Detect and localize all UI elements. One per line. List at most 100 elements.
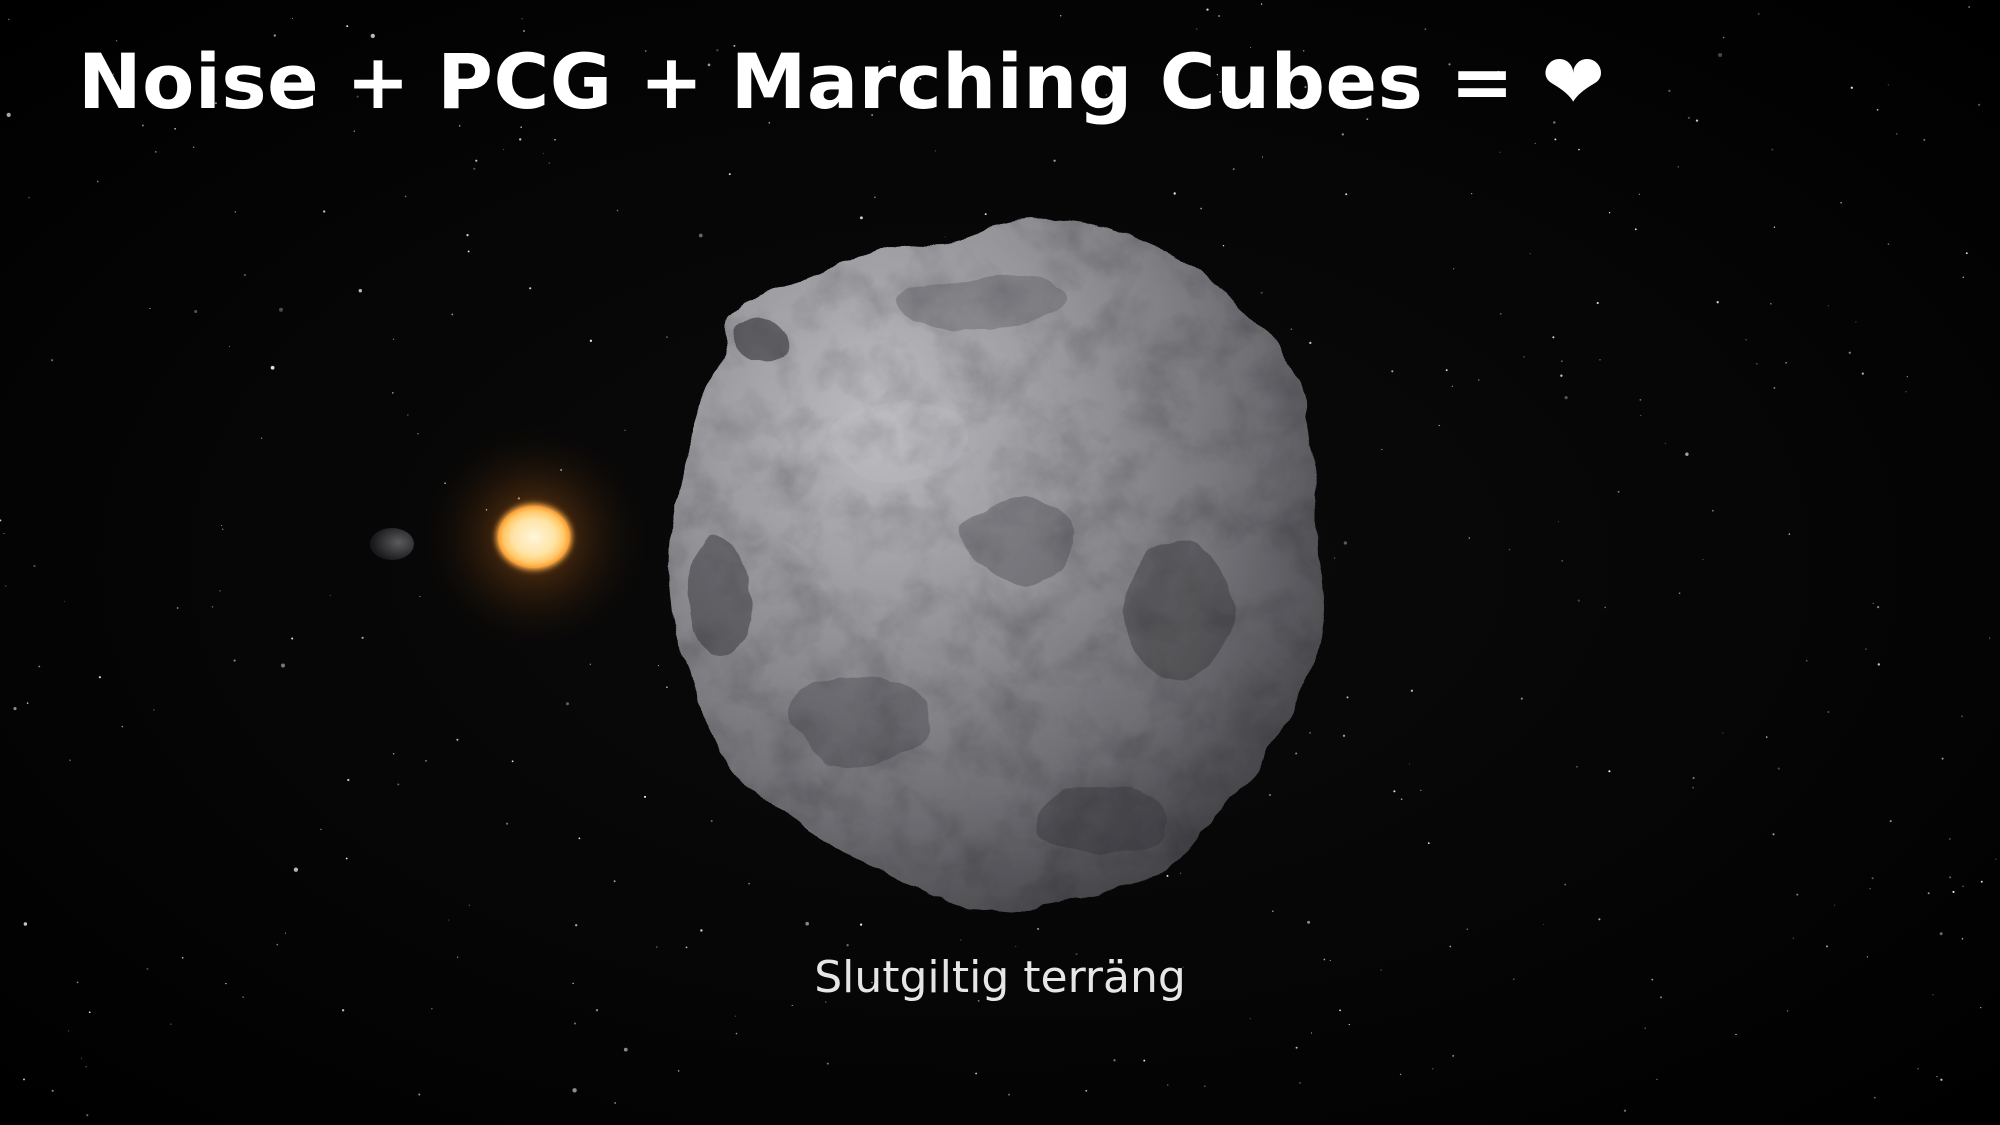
star bbox=[1304, 86, 1307, 89]
star bbox=[291, 17, 293, 19]
star bbox=[1678, 592, 1681, 594]
star bbox=[1015, 945, 1017, 948]
star bbox=[397, 783, 400, 786]
star bbox=[1757, 12, 1760, 15]
star bbox=[404, 195, 407, 198]
star bbox=[1949, 876, 1952, 879]
star bbox=[1850, 86, 1853, 89]
star bbox=[656, 946, 658, 948]
star bbox=[1735, 1033, 1737, 1036]
star bbox=[529, 287, 532, 290]
star bbox=[419, 595, 421, 597]
star bbox=[1786, 1010, 1789, 1012]
star bbox=[1399, 1073, 1402, 1076]
star bbox=[1874, 1096, 1876, 1099]
star bbox=[1961, 715, 1963, 718]
star bbox=[1604, 606, 1607, 609]
star bbox=[748, 882, 750, 885]
star bbox=[1466, 928, 1468, 930]
star bbox=[219, 590, 221, 592]
star bbox=[1366, 118, 1369, 120]
star bbox=[1323, 958, 1326, 961]
star bbox=[1770, 303, 1772, 305]
star bbox=[1329, 959, 1331, 961]
star bbox=[1939, 932, 1943, 936]
star bbox=[1965, 252, 1968, 255]
star bbox=[1333, 557, 1336, 559]
star bbox=[8, 18, 10, 21]
star bbox=[1408, 763, 1410, 765]
star bbox=[293, 867, 299, 872]
star bbox=[1887, 84, 1889, 86]
star bbox=[88, 1011, 91, 1014]
star bbox=[1623, 1109, 1627, 1112]
star bbox=[1906, 376, 1908, 378]
star bbox=[1777, 767, 1780, 770]
star bbox=[1866, 956, 1868, 958]
star bbox=[657, 665, 659, 667]
star bbox=[1381, 448, 1383, 451]
star bbox=[572, 982, 574, 985]
star bbox=[1348, 1023, 1350, 1026]
star bbox=[155, 151, 157, 153]
star bbox=[1598, 918, 1601, 921]
star bbox=[1772, 833, 1775, 836]
star bbox=[1608, 770, 1611, 773]
star bbox=[285, 932, 286, 934]
star bbox=[1393, 790, 1396, 793]
star bbox=[700, 929, 703, 932]
star bbox=[716, 49, 719, 52]
star bbox=[1766, 736, 1768, 738]
star bbox=[1438, 424, 1440, 427]
star bbox=[76, 981, 79, 984]
star bbox=[229, 346, 231, 348]
star bbox=[1250, 46, 1252, 49]
star bbox=[1865, 648, 1867, 650]
star bbox=[1695, 119, 1699, 122]
star bbox=[934, 150, 937, 152]
star bbox=[98, 676, 101, 679]
star bbox=[473, 167, 476, 170]
star bbox=[1692, 786, 1695, 789]
star bbox=[214, 102, 217, 105]
star bbox=[13, 707, 17, 711]
star bbox=[51, 1089, 54, 1092]
star bbox=[1978, 103, 1981, 106]
star bbox=[1869, 887, 1871, 890]
star bbox=[888, 60, 890, 63]
star bbox=[874, 196, 876, 198]
star bbox=[5, 585, 7, 587]
star bbox=[1309, 731, 1311, 734]
star bbox=[1557, 521, 1559, 523]
star bbox=[51, 359, 54, 362]
star bbox=[519, 138, 522, 141]
star bbox=[595, 1009, 599, 1012]
star bbox=[1420, 789, 1422, 792]
star bbox=[1564, 883, 1567, 886]
star bbox=[842, 98, 845, 101]
star bbox=[392, 752, 395, 755]
star bbox=[578, 837, 581, 840]
star bbox=[1827, 711, 1830, 713]
star bbox=[624, 429, 626, 432]
star bbox=[1059, 15, 1062, 17]
star bbox=[1179, 872, 1182, 874]
star bbox=[392, 392, 394, 394]
star bbox=[67, 1030, 70, 1032]
star bbox=[805, 921, 809, 926]
star bbox=[1855, 321, 1857, 323]
star bbox=[710, 820, 713, 822]
star bbox=[1962, 885, 1964, 888]
star bbox=[623, 1047, 628, 1052]
slide-title: Noise + PCG + Marching Cubes = ❤ bbox=[78, 37, 1606, 126]
star bbox=[1451, 385, 1453, 387]
star bbox=[1927, 892, 1930, 895]
star bbox=[1391, 370, 1394, 373]
star bbox=[835, 985, 838, 988]
star bbox=[735, 1032, 738, 1035]
star bbox=[233, 659, 236, 662]
star bbox=[1471, 193, 1473, 195]
star bbox=[1896, 133, 1898, 135]
star bbox=[1269, 794, 1272, 796]
